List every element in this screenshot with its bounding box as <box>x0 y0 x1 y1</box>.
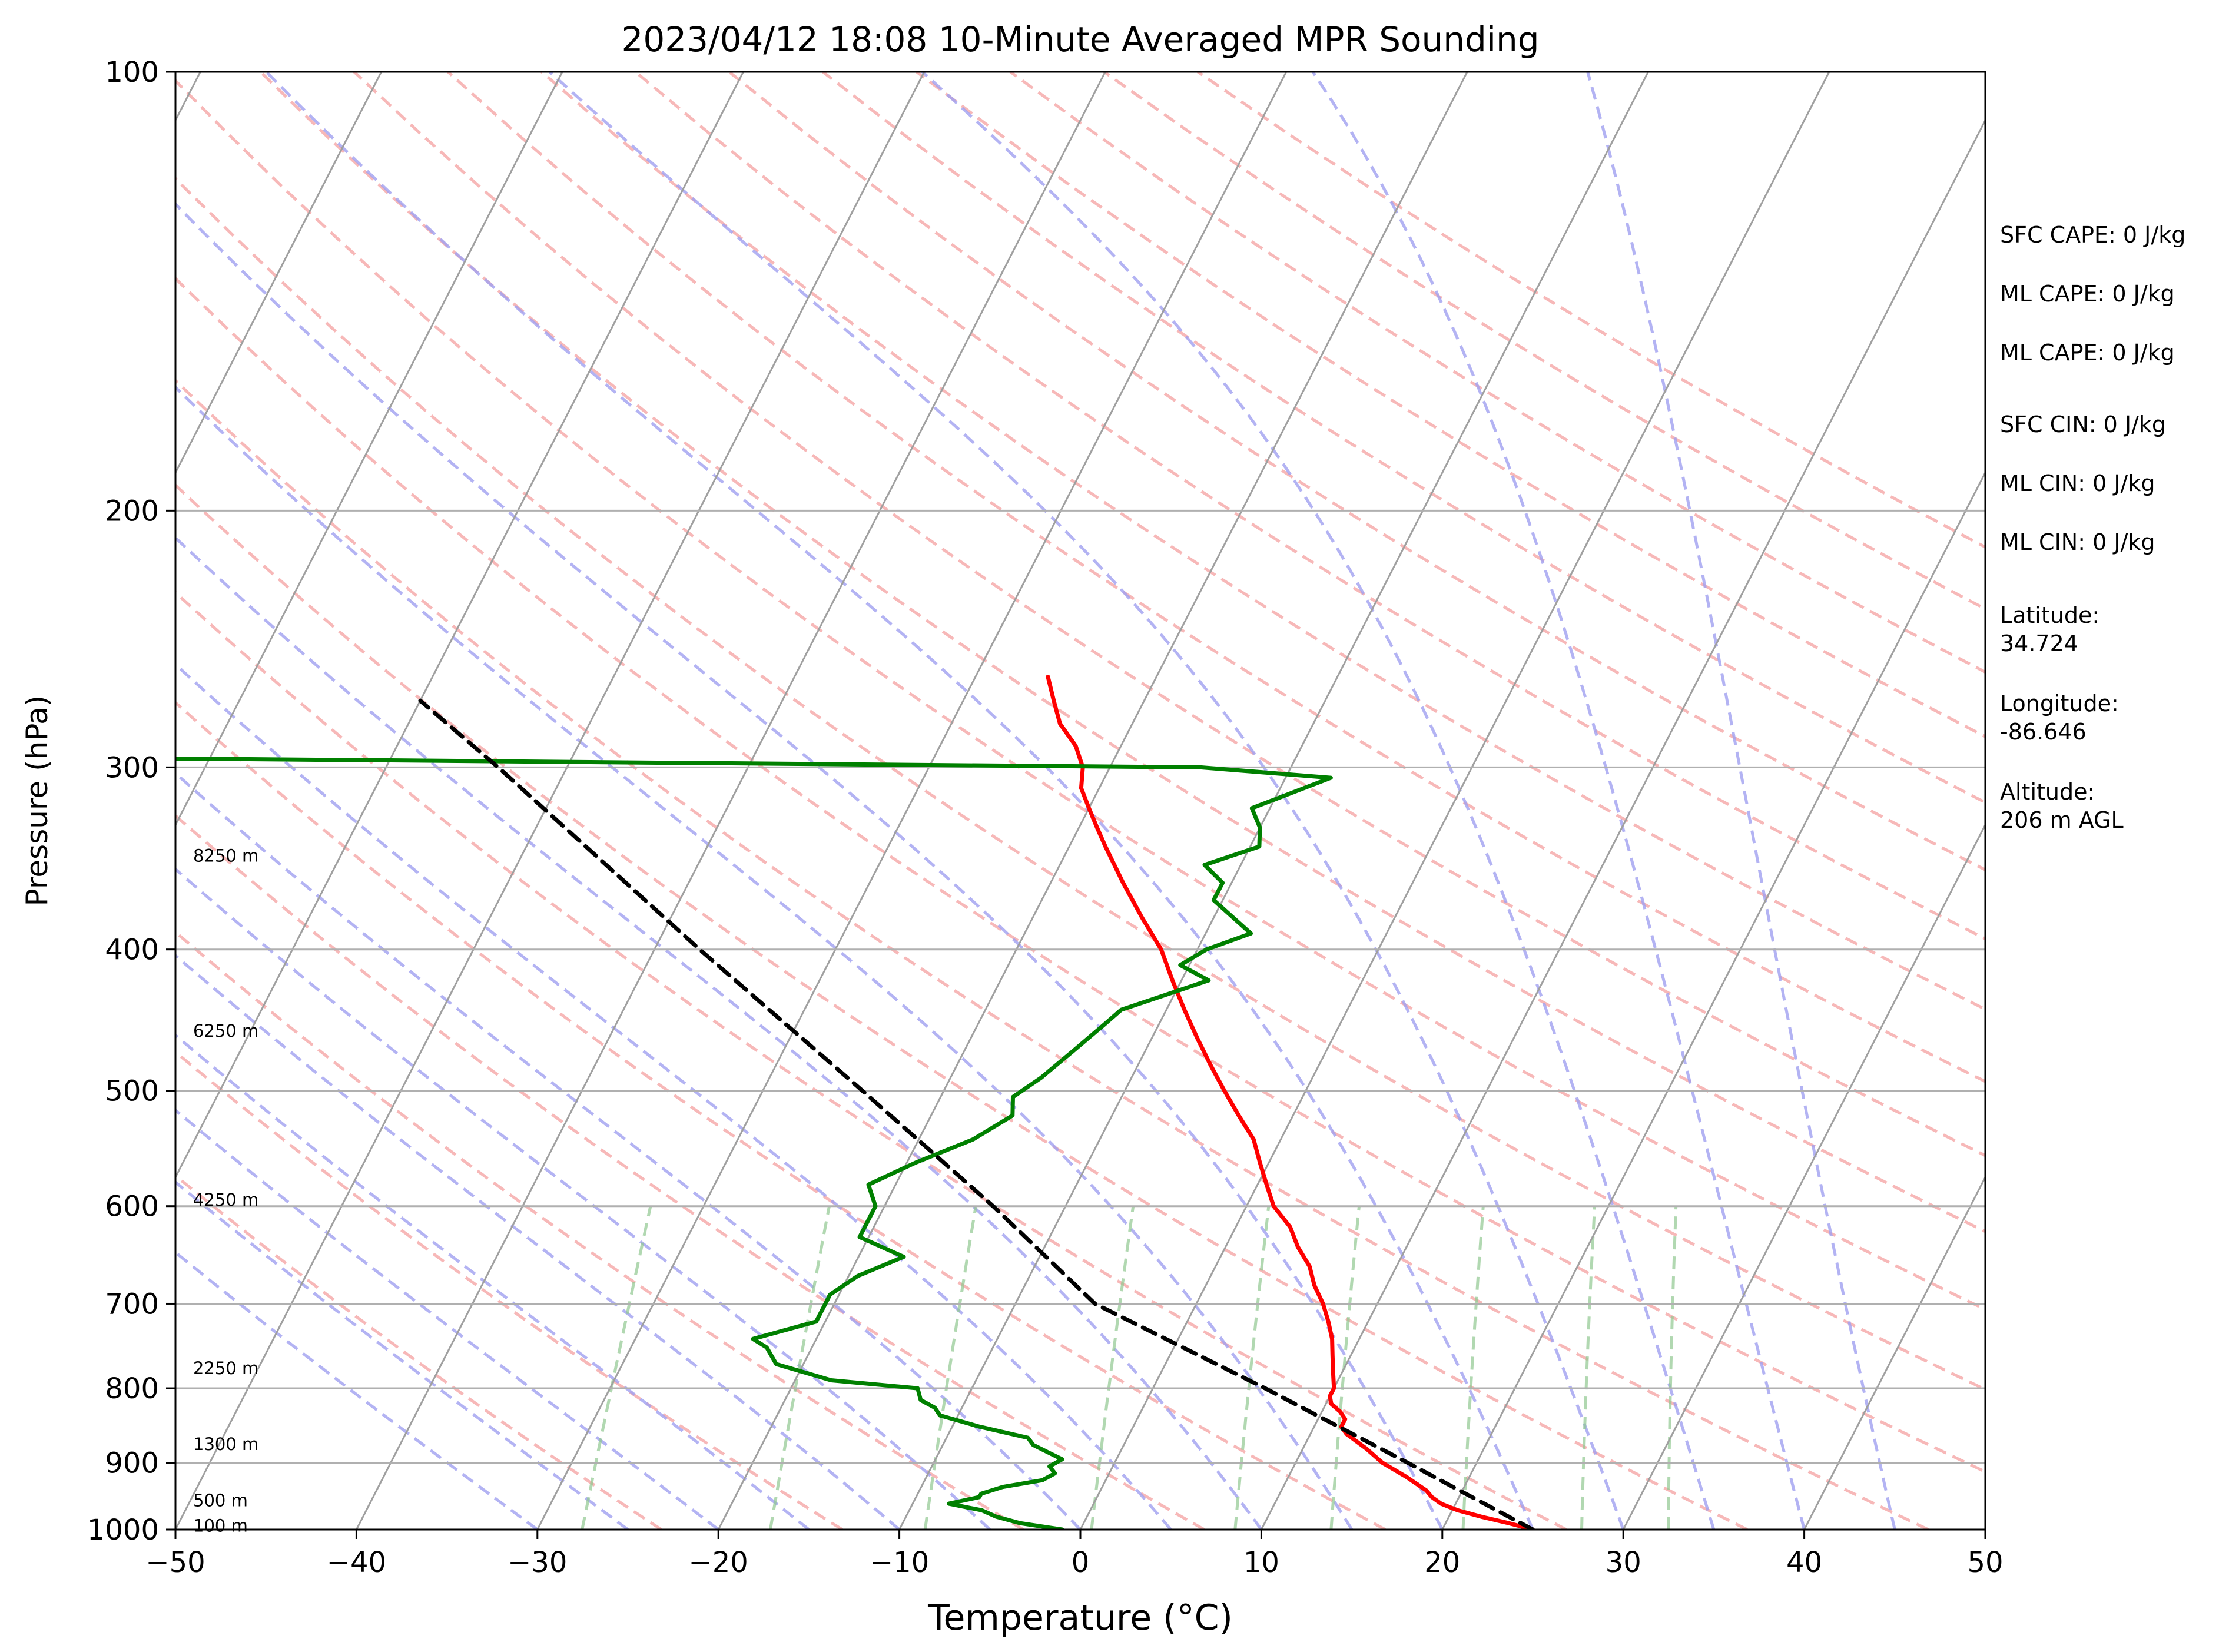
moist-adiabat-line <box>175 1108 719 1530</box>
x-tick-label: −40 <box>327 1546 386 1579</box>
moist-adiabat-line <box>175 1250 539 1530</box>
y-axis: 100 200 300 400 500 600 700 800 900 1000 <box>87 56 175 1547</box>
info-line-ml-cape: ML CAPE: 0 J/kg <box>2000 281 2175 307</box>
x-tick-label: 40 <box>1786 1546 1822 1579</box>
height-label: 6250 m <box>193 1021 258 1041</box>
isotherm-line <box>175 72 563 827</box>
dry-adiabat-line <box>175 930 1024 1530</box>
dry-adiabat-line <box>1009 72 1985 674</box>
dry-adiabat-line <box>634 72 1985 941</box>
moist-adiabat-line <box>175 536 1263 1530</box>
y-tick-label: 200 <box>105 495 159 528</box>
info-line-ml-cin-2: ML CIN: 0 J/kg <box>2000 529 2155 555</box>
x-tick-label: 30 <box>1606 1546 1641 1579</box>
dry-adiabat-line <box>447 72 1985 1083</box>
x-axis-label: Temperature (°C) <box>927 1597 1233 1638</box>
moist-adiabat-line <box>175 1033 810 1530</box>
info-line-sfc-cape: SFC CAPE: 0 J/kg <box>2000 222 2185 248</box>
moist-adiabat-line <box>175 867 991 1530</box>
isotherm-line <box>1622 822 1985 1530</box>
dry-adiabat-line <box>353 72 1985 1157</box>
dry-adiabat-line <box>175 379 1929 1530</box>
height-label: 8250 m <box>193 846 258 866</box>
pressure-grid <box>175 72 1985 1530</box>
dry-adiabat-line <box>175 483 1748 1530</box>
height-label: 100 m <box>193 1516 248 1536</box>
x-tick-label: −50 <box>145 1546 205 1579</box>
moist-adiabat-line <box>1311 72 1806 1530</box>
dry-adiabat-line <box>175 590 1567 1530</box>
height-labels: 8250 m 6250 m 4250 m 2250 m 1300 m 500 m 100 m <box>193 846 258 1536</box>
isotherm-line <box>356 72 1106 1530</box>
dry-adiabat-line <box>916 72 1985 738</box>
info-line-ml-cape-2: ML CAPE: 0 J/kg <box>2000 340 2175 366</box>
y-tick-label: 800 <box>105 1372 159 1405</box>
isotherm-line <box>1803 1175 1985 1530</box>
dry-adiabat-line <box>728 72 1985 872</box>
moist-adiabat-line <box>175 202 1444 1530</box>
info-line-sfc-cin: SFC CIN: 0 J/kg <box>2000 412 2166 437</box>
moist-adiabat-line <box>175 385 1354 1530</box>
y-tick-label: 500 <box>105 1075 159 1108</box>
longitude-label: Longitude: <box>2000 691 2119 716</box>
longitude-value: -86.646 <box>2000 719 2087 745</box>
isotherm-line <box>536 72 1288 1530</box>
height-label: 4250 m <box>193 1190 258 1210</box>
x-tick-label: 20 <box>1424 1546 1460 1579</box>
y-tick-label: 300 <box>105 751 159 784</box>
y-tick-label: 100 <box>105 56 159 89</box>
dry-adiabat-line <box>175 1050 844 1530</box>
moist-adiabat-line <box>175 953 901 1530</box>
dewpoint-line <box>175 757 1333 1530</box>
chart-title: 2023/04/12 18:08 10-Minute Averaged MPR … <box>621 19 1539 59</box>
height-label: 2250 m <box>193 1358 258 1378</box>
moist-adiabat-line <box>265 72 1534 1530</box>
dry-adiabat-line <box>175 78 1985 1311</box>
dry-adiabat-line <box>175 814 1205 1530</box>
altitude-value: 206 m AGL <box>2000 807 2124 833</box>
x-tick-label: 10 <box>1243 1546 1279 1579</box>
latitude-label: Latitude: <box>2000 602 2099 628</box>
dry-adiabat-line <box>175 276 1985 1474</box>
x-axis: −50 −40 −30 −20 −10 0 10 20 30 40 50 <box>145 1530 2004 1579</box>
isotherm-line <box>175 72 744 1179</box>
isotherm-line <box>1079 72 1830 1530</box>
moist-adiabat-line <box>175 1180 629 1530</box>
height-label: 1300 m <box>193 1434 258 1454</box>
dry-adiabat-line <box>175 701 1387 1530</box>
isotherm-line <box>1441 470 1985 1530</box>
x-tick-label: 0 <box>1072 1546 1090 1579</box>
x-tick-label: −30 <box>508 1546 567 1579</box>
moist-adiabat-line <box>1586 72 1896 1530</box>
dry-adiabat-line <box>175 1173 662 1530</box>
y-tick-label: 1000 <box>87 1514 159 1547</box>
y-tick-label: 400 <box>105 934 159 967</box>
x-tick-label: 50 <box>1967 1546 2003 1579</box>
x-tick-label: −20 <box>689 1546 748 1579</box>
sounding-series <box>175 675 1535 1530</box>
y-axis-label: Pressure (hPa) <box>20 695 54 907</box>
y-tick-label: 600 <box>105 1190 159 1223</box>
x-tick-label: −10 <box>870 1546 929 1579</box>
isotherm-line <box>175 72 926 1530</box>
info-line-ml-cin: ML CIN: 0 J/kg <box>2000 470 2155 496</box>
height-label: 500 m <box>193 1490 248 1510</box>
isotherm-line <box>1261 118 1985 1530</box>
moist-adiabat-line <box>175 662 1172 1530</box>
info-panel: SFC CAPE: 0 J/kg ML CAPE: 0 J/kg ML CAPE… <box>2000 222 2185 833</box>
altitude-label: Altitude: <box>2000 779 2095 805</box>
y-tick-label: 900 <box>105 1447 159 1480</box>
y-tick-label: 700 <box>105 1288 159 1321</box>
isotherm-line <box>175 72 383 475</box>
temperature-line <box>1046 675 1535 1530</box>
parcel-line <box>418 698 1535 1530</box>
dry-adiabat-line <box>259 72 1985 1233</box>
latitude-value: 34.724 <box>2000 631 2078 656</box>
moist-adiabat-line <box>921 72 1716 1530</box>
